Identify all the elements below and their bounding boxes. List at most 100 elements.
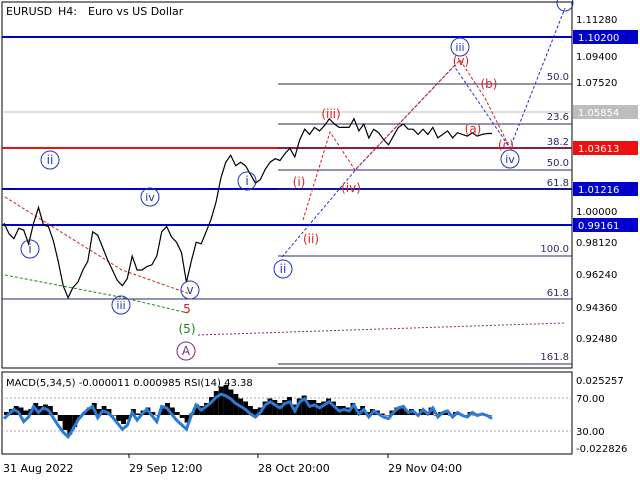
wave-label-b-red: (b) bbox=[481, 77, 498, 91]
macd-bar bbox=[331, 401, 336, 415]
price-series-line bbox=[3, 117, 492, 300]
svg-text:iii: iii bbox=[116, 299, 125, 312]
macd-bar bbox=[87, 407, 92, 415]
svg-text:A: A bbox=[182, 344, 191, 358]
fib-label: 61.8 bbox=[547, 178, 569, 189]
macd-bar bbox=[282, 400, 288, 415]
macd-bar bbox=[150, 412, 156, 415]
price-tick: 0.92480 bbox=[576, 334, 617, 345]
indicator-tick: -0.022826 bbox=[576, 444, 627, 455]
time-axis: 31 Aug 2022 29 Sep 12:00 28 Oct 20:00 29… bbox=[3, 454, 462, 475]
macd-bar bbox=[18, 407, 24, 415]
price-label-boxes: 1.10200 1.05854 1.03613 1.01216 0.99161 bbox=[573, 30, 638, 232]
fib-label: 50.0 bbox=[547, 158, 569, 169]
price-tick: 1.00000 bbox=[576, 207, 617, 218]
time-tick: 28 Oct 20:00 bbox=[258, 462, 330, 475]
price-tick: 0.98120 bbox=[576, 238, 617, 249]
fib-label: 23.6 bbox=[547, 112, 569, 123]
macd-bar bbox=[296, 398, 302, 415]
svg-text:iii: iii bbox=[455, 41, 464, 54]
fib-label: 50.0 bbox=[547, 72, 569, 83]
macd-bar bbox=[399, 406, 405, 415]
wave-label-v-red: (v) bbox=[453, 54, 469, 68]
wave-label-5-green: (5) bbox=[179, 322, 196, 336]
wave-label-iv-left: iv bbox=[140, 187, 160, 207]
macd-bar bbox=[67, 415, 73, 435]
macd-bar bbox=[311, 400, 317, 415]
macd-bar bbox=[487, 415, 492, 416]
macd-bar bbox=[267, 398, 273, 415]
chart-symbol: EURUSD bbox=[6, 5, 52, 18]
fib-lines bbox=[2, 83, 572, 365]
svg-text:ii: ii bbox=[280, 262, 287, 276]
indicator-tick: 70.00 bbox=[576, 394, 605, 405]
chart-timeframe: H4: bbox=[58, 5, 77, 18]
fib-label: 61.8 bbox=[547, 288, 569, 299]
time-tick: 29 Nov 04:00 bbox=[388, 462, 462, 475]
green-wave-line bbox=[4, 274, 189, 314]
wave-circle-offscreen bbox=[556, 0, 574, 12]
macd-bar bbox=[223, 385, 229, 415]
price-tick: 1.07520 bbox=[576, 78, 617, 89]
wave-label-v-left: v bbox=[180, 280, 200, 300]
macd-bar bbox=[57, 415, 63, 421]
macd-bar bbox=[218, 386, 224, 415]
price-tick: 1.11280 bbox=[576, 15, 617, 26]
wave-label-5-red: 5 bbox=[183, 302, 191, 316]
purple-wave-line bbox=[197, 322, 566, 336]
svg-text:i: i bbox=[245, 174, 248, 188]
macd-bar bbox=[379, 413, 385, 415]
macd-bar bbox=[160, 406, 166, 415]
indicator-label: MACD(5,34,5) -0.000011 0.000985 RSI(14) … bbox=[6, 378, 253, 389]
price-box-text: 1.01216 bbox=[578, 185, 619, 196]
price-tick: 1.09400 bbox=[576, 52, 617, 63]
wave-label-ii-mid: ii bbox=[273, 259, 293, 279]
rsi-series-line bbox=[2, 392, 493, 440]
macd-bar bbox=[135, 413, 141, 415]
svg-text:i: i bbox=[28, 242, 31, 256]
wave-label-c-red: (c) bbox=[498, 138, 514, 152]
price-tick: 0.96240 bbox=[576, 270, 617, 281]
svg-text:v: v bbox=[186, 283, 193, 297]
macd-bar bbox=[184, 415, 190, 423]
macd-bar bbox=[326, 398, 331, 415]
macd-bar bbox=[62, 415, 68, 430]
svg-text:iv: iv bbox=[505, 153, 515, 166]
red-impulse-line bbox=[302, 59, 511, 221]
fib-label: 161.8 bbox=[540, 352, 569, 363]
wave-lines bbox=[4, 7, 566, 336]
macd-bar bbox=[272, 400, 278, 415]
main-panel-frame bbox=[1, 1, 573, 369]
price-box-text: 0.99161 bbox=[578, 221, 619, 232]
macd-bar bbox=[121, 415, 126, 424]
wave-label-iii-top: iii bbox=[450, 37, 470, 57]
macd-bar bbox=[96, 409, 102, 415]
chart-description: Euro vs US Dollar bbox=[88, 5, 184, 18]
macd-bar bbox=[350, 403, 356, 415]
macd-bar bbox=[252, 409, 258, 415]
svg-text:iv: iv bbox=[145, 191, 155, 204]
macd-bar bbox=[116, 415, 122, 421]
indicator-axis: 0.025257 70.00 30.00 -0.022826 bbox=[576, 376, 627, 455]
macd-bar bbox=[301, 395, 307, 415]
macd-bar bbox=[194, 404, 200, 415]
price-box-text: 1.03613 bbox=[578, 144, 619, 155]
wave-label-a-red: (a) bbox=[465, 122, 482, 136]
macd-bar bbox=[321, 401, 327, 415]
wave-label-iii-left: iii bbox=[111, 295, 131, 315]
fib-label: 38.2 bbox=[547, 137, 569, 148]
macd-bar bbox=[179, 415, 185, 418]
wave-label-iii-red: (iii) bbox=[321, 107, 340, 121]
macd-bar bbox=[287, 397, 292, 415]
macd-bar bbox=[204, 403, 209, 415]
wave-label-group: ii i iii iv v i ii iii iv 5 (5) A (i) (i… bbox=[20, 37, 520, 361]
price-axis: 1.11280 1.09400 1.07520 1.00000 0.98120 … bbox=[576, 15, 617, 345]
indicator-tick: 30.00 bbox=[576, 427, 605, 438]
indicator-panel-frame bbox=[1, 371, 573, 455]
macd-bar bbox=[228, 389, 234, 415]
wave-label-ii-left: ii bbox=[40, 150, 60, 170]
svg-text:ii: ii bbox=[47, 153, 54, 167]
price-tick: 0.94360 bbox=[576, 303, 617, 314]
indicator-tick: 0.025257 bbox=[576, 376, 624, 387]
